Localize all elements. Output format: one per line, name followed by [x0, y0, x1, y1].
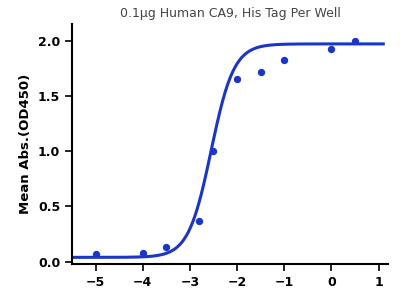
Point	[163, 245, 170, 250]
Point	[92, 252, 99, 256]
Point	[210, 149, 217, 154]
Point	[352, 38, 358, 43]
Title: 0.1µg Human CA9, His Tag Per Well: 0.1µg Human CA9, His Tag Per Well	[120, 7, 340, 20]
Y-axis label: Mean Abs.(OD450): Mean Abs.(OD450)	[19, 74, 32, 214]
Point	[258, 69, 264, 74]
Point	[234, 77, 240, 82]
Point	[281, 58, 288, 63]
Point	[328, 47, 335, 52]
Point	[196, 218, 202, 223]
Point	[140, 250, 146, 255]
